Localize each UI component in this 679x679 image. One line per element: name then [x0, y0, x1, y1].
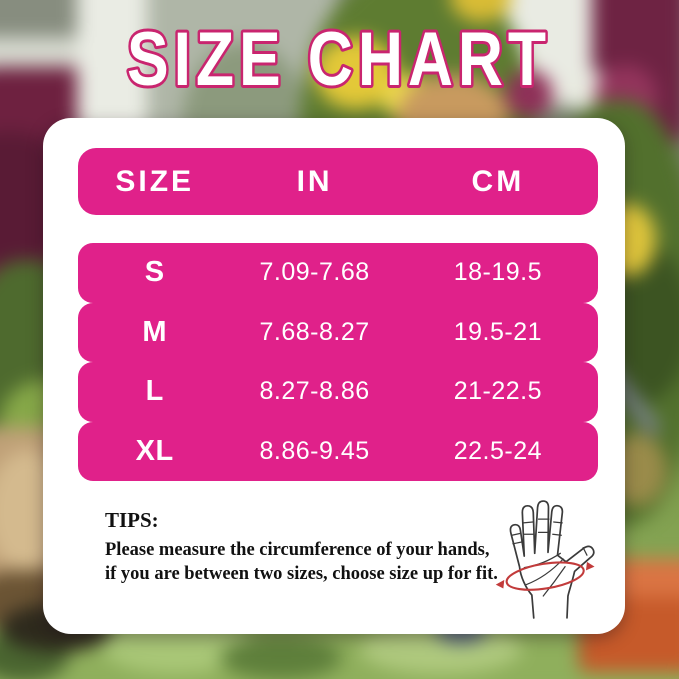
cm-cell: 21-22.5	[453, 377, 543, 406]
measure-arrow	[495, 561, 595, 591]
size-cell: XL	[135, 434, 174, 467]
tips-heading: TIPS:	[105, 508, 159, 532]
column-header-size: SIZE	[115, 164, 195, 198]
page-title: SIZE CHART	[127, 17, 551, 102]
size-chart-card: SIZE IN CM S 7.09-7.68 18-19.5 M 7.68-8.…	[43, 118, 625, 634]
tips-line: if you are between two sizes, choose siz…	[105, 564, 498, 584]
grass-dark-patch	[220, 637, 342, 679]
table-row: S 7.09-7.68 18-19.5	[78, 243, 598, 303]
title-banner: SIZE CHART	[124, 14, 551, 105]
column-header-cm: CM	[471, 164, 525, 198]
table-row: L 8.27-8.86 21-22.5	[78, 362, 598, 422]
inches-cell: 7.68-8.27	[259, 317, 370, 346]
column-header-in: IN	[296, 164, 333, 198]
inches-cell: 8.86-9.45	[259, 436, 370, 465]
inches-cell: 8.27-8.86	[259, 377, 370, 406]
table-row: M 7.68-8.27 19.5-21	[78, 302, 598, 362]
hand-measure-icon	[495, 500, 595, 619]
yellow-flower-blob	[450, 0, 512, 22]
size-cell: L	[145, 375, 164, 408]
hand-outline	[509, 500, 595, 619]
cm-cell: 18-19.5	[453, 258, 543, 287]
cm-cell: 22.5-24	[453, 436, 543, 465]
inches-cell: 7.09-7.68	[259, 258, 370, 287]
tips-section: TIPS: Please measure the circumference o…	[105, 508, 505, 586]
size-cell: M	[142, 315, 168, 348]
table-header-row: SIZE IN CM	[78, 148, 598, 215]
hand-knuckle-lines	[511, 518, 588, 556]
magenta-flower-blob	[505, 70, 553, 118]
tips-line: Please measure the circumference of your…	[105, 540, 490, 560]
size-cell: S	[144, 256, 165, 289]
cm-cell: 19.5-21	[453, 317, 543, 346]
table-body: S 7.09-7.68 18-19.5 M 7.68-8.27 19.5-21 …	[78, 243, 598, 481]
table-row: XL 8.86-9.45 22.5-24	[78, 421, 598, 481]
